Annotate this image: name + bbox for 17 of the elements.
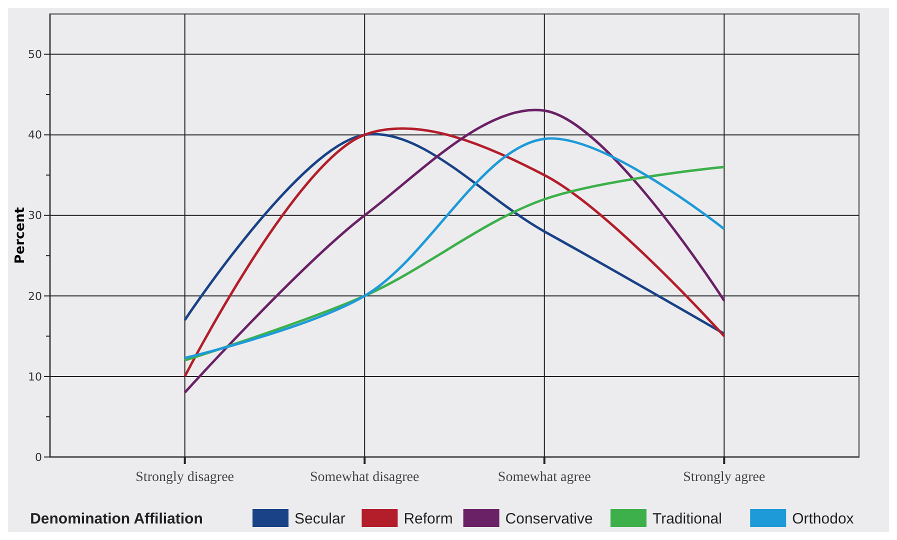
- legend-label: Reform: [404, 510, 453, 528]
- x-tick-label: Strongly agree: [683, 470, 766, 485]
- y-tick-label: 30: [28, 209, 42, 222]
- y-tick-label: 20: [28, 290, 42, 303]
- y-tick-label: 40: [28, 128, 42, 142]
- legend-label: Secular: [294, 510, 346, 528]
- y-tick-label: 0: [35, 450, 42, 464]
- legend-label: Orthodox: [792, 510, 854, 528]
- legend-title: Denomination Affiliation: [30, 510, 203, 528]
- y-tick-label: 50: [28, 48, 42, 62]
- x-tick-label: Somewhat agree: [498, 470, 591, 485]
- legend-label: Traditional: [652, 510, 722, 528]
- y-tick-label: 10: [28, 370, 42, 384]
- x-tick-label: Strongly disagree: [136, 470, 234, 485]
- legend-label: Conservative: [505, 510, 593, 528]
- x-tick-label: Somewhat disagree: [310, 470, 420, 485]
- y-axis-title: Percent: [13, 207, 28, 264]
